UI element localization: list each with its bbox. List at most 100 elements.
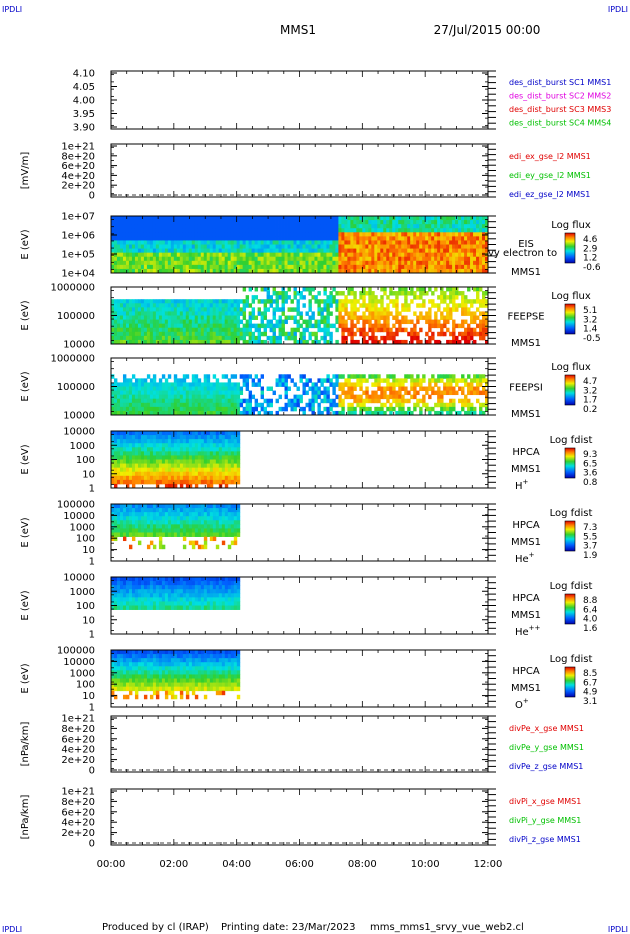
spectrogram-cell xyxy=(446,386,450,391)
spectrogram-cell xyxy=(182,307,187,312)
spectrogram-cell xyxy=(269,232,273,237)
spectrogram-cell xyxy=(215,319,220,325)
spectrogram-cell xyxy=(461,228,465,233)
spectrogram-cell xyxy=(437,248,441,254)
spectrogram-cell xyxy=(233,386,238,391)
spectrogram-cell xyxy=(155,382,160,387)
spectrogram-cell xyxy=(419,260,423,266)
spectrogram-cell xyxy=(482,386,486,391)
spectrogram-cell xyxy=(395,244,399,249)
spectrogram-cell xyxy=(128,327,133,333)
spectrogram-cell xyxy=(377,406,381,412)
spectrogram-cell xyxy=(152,244,157,249)
spectrogram-cell xyxy=(179,447,184,452)
spectrogram-cell xyxy=(296,319,300,325)
spectrogram-cell xyxy=(440,398,444,404)
spectrogram-cell xyxy=(239,319,244,325)
spectrogram-cell xyxy=(428,386,432,391)
spectrogram-cell xyxy=(173,248,178,254)
spectrogram-cell xyxy=(470,220,474,225)
spectrogram-cell xyxy=(128,443,133,448)
spectrogram-cell xyxy=(443,220,447,225)
spectrogram-cell xyxy=(377,260,381,266)
spectrogram-cell xyxy=(386,256,390,262)
spectrogram-cell xyxy=(191,479,196,485)
spectrogram-cell xyxy=(221,335,226,341)
spectrogram-cell xyxy=(320,264,324,270)
spectrogram-cell xyxy=(113,268,118,274)
spectrogram-cell xyxy=(257,244,261,249)
spectrogram-cell xyxy=(338,374,342,379)
spectrogram-cell xyxy=(173,451,178,456)
spectrogram-cell xyxy=(167,335,172,341)
spectrogram-cell xyxy=(383,216,387,221)
spectrogram-cell xyxy=(185,256,190,262)
spectrogram-cell xyxy=(410,291,414,296)
spectrogram-cell xyxy=(230,216,235,221)
spectrogram-cell xyxy=(311,268,315,274)
spectrogram-cell xyxy=(191,248,196,254)
spectrogram-cell xyxy=(221,394,226,400)
spectrogram-cell xyxy=(131,331,136,337)
spectrogram-cell xyxy=(326,394,330,400)
spectrogram-cell xyxy=(212,335,217,341)
spectrogram-cell xyxy=(281,406,285,412)
spectrogram-cell xyxy=(392,315,396,320)
spectrogram-cell xyxy=(341,264,345,270)
spectrogram-cell xyxy=(476,220,480,225)
spectrogram-cell xyxy=(347,248,351,254)
spectrogram-cell xyxy=(323,228,327,233)
spectrogram-cell xyxy=(350,339,354,345)
spectrogram-cell xyxy=(161,398,166,404)
spectrogram-cell xyxy=(386,236,390,241)
spectrogram-cell xyxy=(359,252,363,258)
spectrogram-cell xyxy=(485,291,489,296)
spectrogram-cell xyxy=(302,319,306,325)
spectrogram-cell xyxy=(323,260,327,266)
spectrogram-cell xyxy=(422,256,426,262)
spectrogram-cell xyxy=(362,335,366,341)
spectrogram-cell xyxy=(401,303,405,308)
spectrogram-cell xyxy=(134,431,139,436)
spectrogram-cell xyxy=(383,378,387,383)
spectrogram-cell xyxy=(170,435,175,440)
spectrogram-cell xyxy=(269,386,273,391)
spectrogram-cell xyxy=(299,323,303,329)
panel-frame xyxy=(110,143,489,198)
spectrogram-cell xyxy=(111,256,115,262)
spectrogram-cell xyxy=(485,311,489,316)
spectrogram-cell xyxy=(188,268,193,274)
spectrogram-cell xyxy=(401,236,405,241)
spectrogram-cell xyxy=(347,378,351,383)
spectrogram-cell xyxy=(335,256,339,262)
spectrogram-cell xyxy=(221,220,226,225)
spectrogram-cell xyxy=(155,307,160,312)
spectrogram-cell xyxy=(179,216,184,221)
spectrogram-cell xyxy=(479,264,483,270)
legend-entry: edi_ez_gse_l2 MMS1 xyxy=(509,190,590,199)
spectrogram-cell xyxy=(470,240,474,245)
spectrogram-cell xyxy=(329,335,333,341)
spectrogram-cell xyxy=(485,339,489,345)
instrument-label: FEEPSI xyxy=(509,383,543,394)
spectrogram-cell xyxy=(140,307,145,312)
y-tick-label: 100000 xyxy=(57,382,95,393)
spectrogram-cell xyxy=(308,244,312,249)
spectrogram-cell xyxy=(413,327,417,333)
spectrogram-cell xyxy=(272,264,276,270)
spectrogram-cell xyxy=(356,264,360,270)
spectrogram-cell xyxy=(461,390,465,396)
spectrogram-cell xyxy=(111,248,115,254)
spectrogram-cell xyxy=(377,232,381,237)
spectrogram-cell xyxy=(293,232,297,237)
spectrogram-cell xyxy=(284,268,288,274)
spectrogram-cell xyxy=(407,291,411,296)
spectrogram-cell xyxy=(482,260,486,266)
spectrogram-cell xyxy=(248,323,253,329)
spectrogram-cell xyxy=(152,382,157,387)
spectrogram-cell xyxy=(140,224,145,229)
spectrogram-cell xyxy=(389,216,393,221)
spectrogram-cell xyxy=(452,228,456,233)
spectrogram-cell xyxy=(140,471,145,477)
spectrogram-cell xyxy=(470,390,474,396)
